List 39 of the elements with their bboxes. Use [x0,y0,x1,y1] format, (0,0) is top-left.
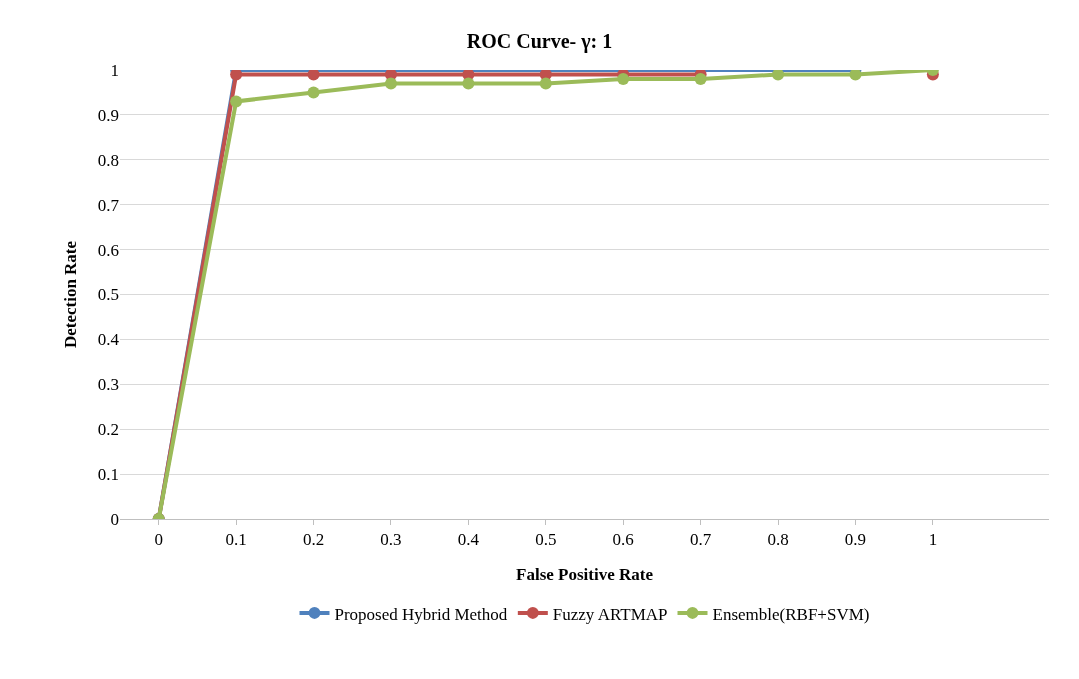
y-tick-label: 0.9 [97,105,119,125]
point [230,70,243,81]
y-tick-label: 0.7 [97,195,120,215]
x-tick-label: 0.9 [844,530,867,550]
point [307,70,320,81]
legend-label: Proposed Hybrid Method [334,604,508,624]
point [772,70,785,81]
chart-title: ROC Curve- γ: 1 [466,29,613,53]
point [462,77,475,90]
x-tick-label: 0 [154,530,163,550]
point [694,72,707,85]
y-tick-label: 0.4 [97,330,120,350]
y-tick-label: 0 [110,509,119,529]
y-tick-label: 0.2 [97,420,119,440]
x-tick-label: 0.4 [457,530,480,550]
y-tick-label: 0.5 [97,285,119,305]
x-axis-title: False Positive Rate [516,565,654,584]
x-tick-label: 0.5 [535,530,557,550]
point [384,77,397,90]
y-tick-label: 0.3 [97,375,119,395]
x-tick-label: 0.8 [767,530,789,550]
x-tick-label: 0.2 [302,530,325,550]
y-tick-label: 0.6 [97,240,119,260]
point [617,72,630,85]
point [849,70,862,81]
point [539,77,552,90]
legend-label: Ensemble(RBF+SVM) [712,604,870,624]
x-tick-label: 0.6 [612,530,634,550]
point [307,86,320,99]
x-tick-label: 1 [928,530,938,550]
y-tick-label: 0.1 [97,465,119,485]
x-tick-label: 0.7 [690,530,712,550]
y-axis-title: Detection Rate [61,240,80,349]
y-tick-label: 1 [110,60,119,80]
y-tick-label: 0.8 [97,150,119,170]
point [230,95,243,108]
legend-label: Fuzzy ARTMAP [552,604,668,624]
x-tick-label: 0.1 [225,530,247,550]
x-tick-label: 0.3 [380,530,402,550]
